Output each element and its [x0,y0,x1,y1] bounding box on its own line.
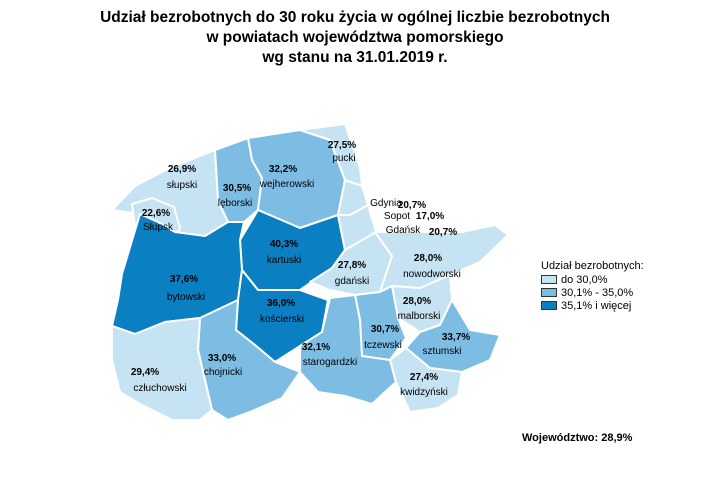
legend-label-low: do 30,0% [561,273,608,286]
label-leborski-value: 30,5% [223,183,251,194]
label-gdansk-name: Gdańsk [386,225,421,236]
region-kwidzynski[interactable] [389,347,463,413]
title-line-3: wg stanu na 31.01.2019 r. [262,49,448,66]
label-wejherowski-value: 32,2% [269,164,297,175]
label-slupski-name: słupski [167,180,198,191]
label-nowodworski-value: 28,0% [414,253,442,264]
legend-item-high: 35,1% i więcej [541,299,644,312]
legend-label-mid: 30,1% - 35,0% [561,286,634,299]
title-line-2: w powiatach województwa pomorskiego [206,29,504,46]
regions-layer [111,123,509,421]
label-kartuski-name: kartuski [267,255,301,266]
label-tczewski-value: 30,7% [371,324,399,335]
label-pucki-name: pucki [332,153,355,164]
label-sztumski-value: 33,7% [442,332,470,343]
legend: Udział bezrobotnych: do 30,0% 30,1% - 35… [541,260,644,312]
region-gdansk[interactable] [337,204,377,251]
region-czluchowski[interactable] [111,317,213,421]
label-slupsk-value: 22,6% [142,208,170,219]
label-sztumski-name: sztumski [423,346,462,357]
label-slupsk-name: Słupsk [143,222,174,233]
label-koscierski-name: kościerski [260,314,304,325]
label-wejherowski-name: wejherowski [259,179,314,190]
label-sopot-name: Sopot [384,211,410,222]
voivodeship-total: Województwo: 28,9% [522,432,632,444]
map-title: Udział bezrobotnych do 30 roku życia w o… [0,8,710,68]
total-value: 28,9% [601,432,633,444]
label-starogardzki-value: 32,1% [302,342,330,353]
total-label: Województwo: [522,432,599,444]
label-czluchowski-name: człuchowski [133,383,186,394]
label-pucki-value: 27,5% [328,140,356,151]
label-gdynia-value: 20,7% [398,200,426,211]
label-chojnicki-value: 33,0% [208,353,236,364]
label-gdansk-value: 20,7% [429,227,457,238]
label-bytowski-name: bytowski [167,292,205,303]
label-kartuski-value: 40,3% [270,239,298,250]
region-nowodworski[interactable] [374,224,509,293]
title-line-1: Udział bezrobotnych do 30 roku życia w o… [100,9,610,26]
label-starogardzki-name: starogardzki [303,357,357,368]
legend-swatch-high [541,301,557,310]
label-malborski-name: malborski [398,311,441,322]
label-chojnicki-name: chojnicki [204,367,242,378]
legend-item-low: do 30,0% [541,273,644,286]
legend-item-mid: 30,1% - 35,0% [541,286,644,299]
label-slupski-value: 26,9% [168,164,196,175]
legend-label-high: 35,1% i więcej [561,299,632,312]
legend-swatch-low [541,275,557,284]
label-koscierski-value: 36,0% [267,298,295,309]
label-kwidzynski-name: kwidzyński [400,387,448,398]
label-czluchowski-value: 29,4% [131,367,159,378]
label-malborski-value: 28,0% [403,296,431,307]
label-sopot-value: 17,0% [416,211,444,222]
label-nowodworski-name: nowodworski [403,269,461,280]
legend-swatch-mid [541,288,557,297]
label-gdanski-name: gdański [335,276,369,287]
label-leborski-name: lęborski [218,198,252,209]
legend-title: Udział bezrobotnych: [541,260,644,272]
city-labels: Gdynia 20,7% Sopot 17,0% Gdańsk 20,7% [370,198,457,238]
region-labels: 27,5% pucki 26,9% słupski 32,2% wejherow… [131,140,470,398]
label-bytowski-value: 37,6% [170,274,198,285]
label-tczewski-name: tczewski [364,340,402,351]
label-gdynia-name: Gdynia [370,198,402,209]
label-kwidzynski-value: 27,4% [410,372,438,383]
label-gdanski-value: 27,8% [338,260,366,271]
